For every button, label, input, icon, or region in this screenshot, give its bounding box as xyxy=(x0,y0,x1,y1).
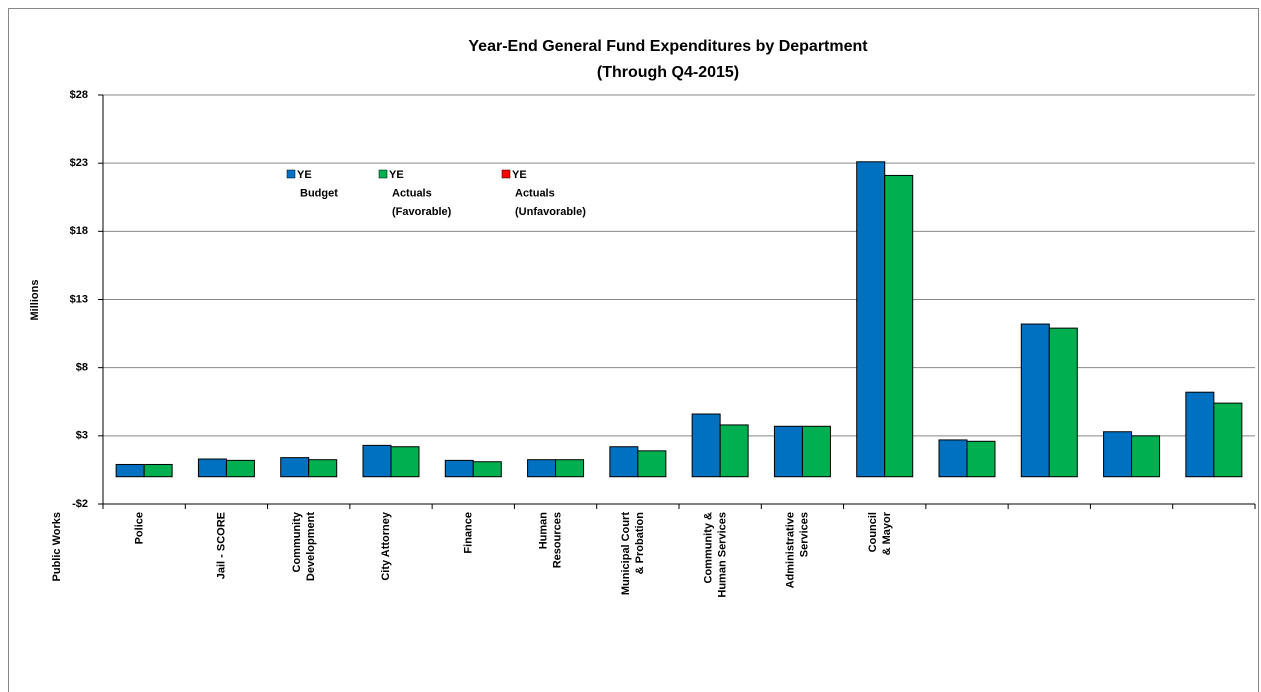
x-tick-label-line: Community xyxy=(291,511,303,572)
x-tick-label-line: Services xyxy=(798,512,810,557)
chart-border xyxy=(8,8,1259,692)
legend-label: Actuals xyxy=(515,187,555,199)
x-tick-label-line: & Probation xyxy=(634,512,646,575)
legend-label: Budget xyxy=(300,187,338,199)
legend-swatch xyxy=(378,169,388,179)
x-tick-label-line: Council xyxy=(867,512,879,552)
bar xyxy=(280,457,310,478)
bar xyxy=(1048,327,1078,478)
y-tick-label: $3 xyxy=(76,430,88,442)
bar xyxy=(115,463,145,478)
x-tick-label-line: & Mayor xyxy=(881,511,893,555)
x-tick-label-line: Resources xyxy=(552,512,564,568)
x-tick-label-line: Community & xyxy=(702,512,714,584)
x-tick-label-line: Jail - SCORE xyxy=(215,512,227,579)
bar xyxy=(1103,431,1133,478)
y-tick-label: $23 xyxy=(70,157,88,169)
x-tick-label: Municipal Court & Probation xyxy=(620,512,646,595)
bar xyxy=(472,461,502,478)
bar xyxy=(966,440,996,478)
x-tick-label: City Attorney xyxy=(380,511,392,581)
bar xyxy=(362,444,392,478)
bar xyxy=(938,439,968,478)
bar xyxy=(691,413,721,478)
x-tick-label: Community & Human Services xyxy=(702,512,728,598)
x-tick-label-line: Municipal Court xyxy=(620,512,632,595)
bar xyxy=(609,446,639,478)
bar xyxy=(856,161,886,478)
x-tick-label: Police xyxy=(133,512,145,544)
bar xyxy=(308,459,338,478)
legend-label: YE xyxy=(389,169,404,181)
x-tick-label: Council & Mayor xyxy=(867,511,893,555)
x-tick-label: Community Development xyxy=(291,511,317,581)
x-tick-label-line: Human Services xyxy=(716,512,728,598)
bar xyxy=(390,446,420,478)
y-tick-label: -$2 xyxy=(72,498,88,510)
legend-swatch xyxy=(286,169,296,179)
bar xyxy=(719,424,749,478)
x-tick-label-line: Police xyxy=(133,512,145,544)
legend-swatch xyxy=(501,169,511,179)
bar xyxy=(143,463,173,478)
bar xyxy=(801,425,831,478)
y-tick-label: $18 xyxy=(70,225,88,237)
bar xyxy=(884,174,914,478)
x-tick-label: Finance xyxy=(462,512,474,554)
bar xyxy=(773,425,803,478)
x-tick-label-line: Finance xyxy=(462,512,474,554)
x-tick-label: Public Works xyxy=(51,512,63,581)
bar xyxy=(1131,435,1161,478)
bar xyxy=(444,459,474,478)
bar xyxy=(527,459,557,478)
y-axis-label: Millions xyxy=(29,280,41,321)
bar xyxy=(225,459,255,478)
y-tick-label: $8 xyxy=(76,362,88,374)
x-tick-label-line: Administrative xyxy=(784,512,796,588)
legend-label: YE xyxy=(512,169,527,181)
chart-title: (Through Q4-2015) xyxy=(597,64,739,81)
legend-label: YE xyxy=(297,169,312,181)
x-tick-label-line: Development xyxy=(305,512,317,581)
chart-title: Year-End General Fund Expenditures by De… xyxy=(468,38,868,55)
x-tick-label: Jail - SCORE xyxy=(215,512,227,579)
x-tick-label-line: City Attorney xyxy=(380,511,392,581)
bar xyxy=(555,459,585,478)
bar xyxy=(1185,391,1215,478)
legend-label: (Unfavorable) xyxy=(515,206,586,218)
x-tick-label-line: Human xyxy=(538,512,550,550)
x-tick-label-line: Public Works xyxy=(51,512,63,581)
bar xyxy=(1213,402,1243,478)
bar xyxy=(637,450,667,478)
y-tick-label: $13 xyxy=(70,293,88,305)
legend-label: Actuals xyxy=(392,187,432,199)
x-tick-label: Human Resources xyxy=(538,512,564,569)
x-tick-label: Administrative Services xyxy=(784,512,810,588)
bar xyxy=(197,458,227,478)
legend-label: (Favorable) xyxy=(392,206,452,218)
y-tick-label: $28 xyxy=(70,89,88,101)
bar xyxy=(1020,323,1050,478)
